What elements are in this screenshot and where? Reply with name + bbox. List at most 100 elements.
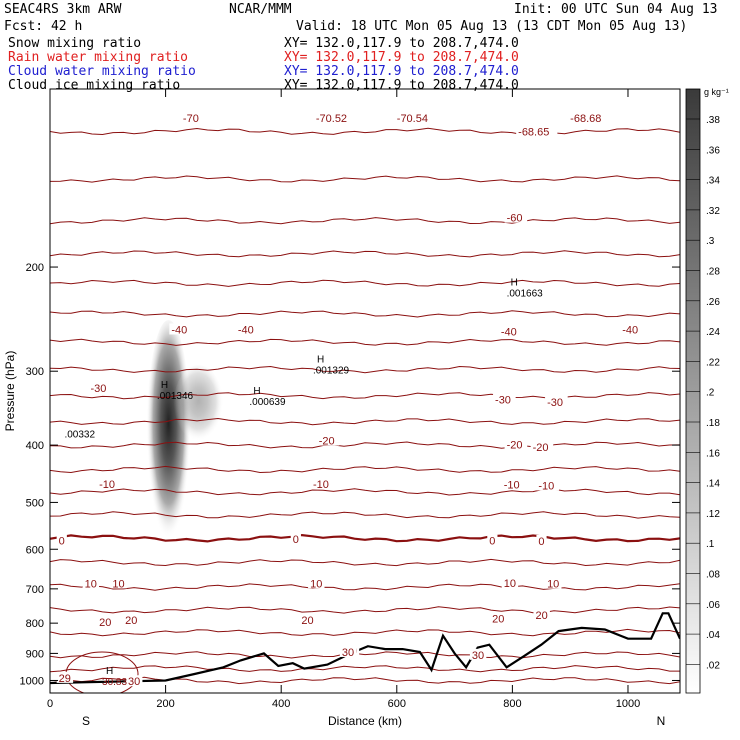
contour-label-bg <box>536 534 547 546</box>
contour-line <box>50 488 680 496</box>
colorbar-label: .02 <box>706 660 720 671</box>
contour-line <box>50 217 680 225</box>
contour-label-bg <box>487 534 498 546</box>
extremum-value: .001346 <box>157 391 194 402</box>
y-tick-label: 800 <box>26 618 44 630</box>
contour-label: -60 <box>507 213 523 225</box>
contour-label: -10 <box>313 479 329 491</box>
extremum-marker: H <box>161 380 168 391</box>
colorbar-label: .14 <box>706 479 720 490</box>
contour-line <box>50 310 680 318</box>
colorbar-label: .22 <box>706 357 720 368</box>
contour-line <box>50 665 680 673</box>
contour-label: 10 <box>310 578 322 590</box>
y-axis-title: Pressure (hPa) <box>3 351 17 432</box>
contour-line <box>50 558 680 567</box>
contour-label-bg <box>339 645 357 657</box>
contour-label: 10 <box>112 578 124 590</box>
contour-label: 0 <box>538 536 544 548</box>
contour-line <box>50 338 680 346</box>
contour-line <box>50 175 680 183</box>
extremum-value: 30.83 <box>102 677 127 688</box>
contour-label: 20 <box>536 610 548 622</box>
contour-label-bg <box>469 648 487 660</box>
x-tick-label: 600 <box>388 698 406 710</box>
y-tick-label: 500 <box>26 497 44 509</box>
colorbar-label: .34 <box>706 176 720 187</box>
contour-label: 0 <box>59 536 65 548</box>
contour-label: 10 <box>85 578 97 590</box>
colorbar-label: .36 <box>706 145 720 156</box>
contour-label-bg <box>545 395 568 407</box>
x-axis-title: Distance (km) <box>328 714 402 728</box>
colorbar-label: .24 <box>706 327 720 338</box>
colorbar-label: .04 <box>706 630 720 641</box>
contour-label-bg <box>180 112 204 124</box>
colorbar-label: .3 <box>706 236 715 247</box>
contour-line <box>50 511 680 519</box>
contour-label: -70.54 <box>397 113 428 125</box>
colorbar-label: .06 <box>706 600 720 611</box>
contour-label: -10 <box>99 479 115 491</box>
contour-label: -20 <box>507 439 523 451</box>
field-rain-xy: XY= 132.0,117.9 to 208.7,474.0 <box>284 50 519 65</box>
contour-label: 29 <box>59 673 71 685</box>
contour-label: 10 <box>547 579 559 591</box>
contour-label-bg <box>123 614 140 626</box>
contour-line <box>50 392 680 400</box>
y-tick-label: 300 <box>26 366 44 378</box>
x-tick-label: 1000 <box>616 698 640 710</box>
colorbar-label: .28 <box>706 267 720 278</box>
contour-label: 20 <box>492 613 504 625</box>
contour-label: -40 <box>171 324 187 336</box>
y-tick-label: 700 <box>26 584 44 596</box>
contour-label-bg <box>530 441 554 453</box>
contour-label: -40 <box>501 326 517 338</box>
contour-label-bg <box>97 615 114 627</box>
colorbar-label: .26 <box>706 297 720 308</box>
contour-label-bg <box>493 393 516 405</box>
contour-label-bg <box>545 577 562 589</box>
contour-label-bg <box>620 323 643 335</box>
y-tick-label: 400 <box>26 440 44 452</box>
field-cloudwater-label: Cloud water mixing ratio <box>8 64 196 79</box>
x-end-label-south: S <box>82 714 90 728</box>
extremum-value: .000639 <box>249 397 286 408</box>
contour-line <box>50 441 680 449</box>
contour-label: 0 <box>489 536 495 548</box>
extremum-value: .001329 <box>313 365 350 376</box>
contour-label: -70 <box>183 113 199 125</box>
header-fcst: Fcst: 42 h <box>4 19 83 34</box>
contour-label-bg <box>516 125 558 137</box>
extremum-marker: H <box>317 354 324 365</box>
colorbar-label: .18 <box>706 418 720 429</box>
contour-label: 20 <box>301 615 313 627</box>
y-tick-label: 900 <box>26 648 44 660</box>
contour-label: 20 <box>125 615 137 627</box>
contour-label-bg <box>82 577 100 589</box>
x-tick-label: 200 <box>156 698 174 710</box>
snow-shading-faint <box>173 365 224 446</box>
extremum-marker: H <box>511 278 518 289</box>
contour-label-bg <box>299 614 316 626</box>
extremum-value: .00332 <box>64 429 95 440</box>
contour-label-bg <box>235 323 259 335</box>
contour-line <box>50 676 680 685</box>
contour-label: -30 <box>495 395 511 407</box>
contour-label-bg <box>97 477 120 489</box>
contour-label: 30 <box>128 676 140 688</box>
contour-line <box>50 365 680 374</box>
field-snow-label: Snow mixing ratio <box>8 36 142 51</box>
contour-label: 20 <box>99 617 111 629</box>
contour-label: -10 <box>504 479 520 491</box>
contour-label: 30 <box>472 650 484 662</box>
contour-label-bg <box>56 671 74 683</box>
contour-label-bg <box>536 479 559 491</box>
contour-line <box>50 628 680 637</box>
contour-label-bg <box>169 323 192 335</box>
contour-label-bg <box>310 477 334 489</box>
terrain-line <box>50 612 680 685</box>
field-cloudwater-xy: XY= 132.0,117.9 to 208.7,474.0 <box>284 64 519 79</box>
contour-label-bg <box>568 112 610 124</box>
